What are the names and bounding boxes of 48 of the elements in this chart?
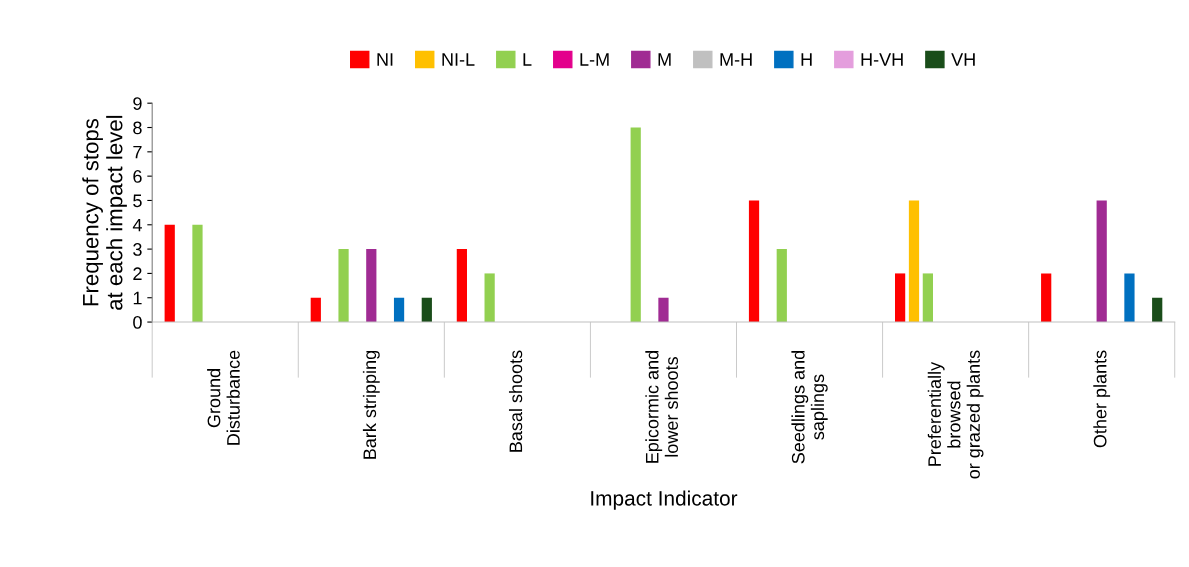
x-tick-label: Ground Disturbance <box>207 350 240 445</box>
y-tick-label: 3 <box>133 243 142 256</box>
bar <box>1152 297 1163 323</box>
y-tick-label: 9 <box>133 97 142 110</box>
y-tick-label: 1 <box>133 291 142 305</box>
bar <box>1096 200 1107 323</box>
y-tick-label: 7 <box>133 145 142 159</box>
bar <box>776 249 787 323</box>
legend-label: M-H <box>720 53 752 66</box>
y-tick-label: 4 <box>132 218 142 232</box>
x-tick-label: Epicormic and lower shoots <box>645 350 679 463</box>
bar <box>908 200 920 323</box>
legend-label: M <box>658 53 671 66</box>
bar <box>630 127 641 323</box>
legend-label: NI-L <box>442 53 475 66</box>
x-tick-label: Preferentially browsed or grazed plants <box>927 350 984 479</box>
bar <box>310 297 321 323</box>
y-tick-label: 6 <box>133 170 142 183</box>
x-tick-label: Seedlings and saplings <box>791 350 828 464</box>
legend-label: H-VH <box>861 53 903 66</box>
bar <box>164 224 175 323</box>
bar <box>366 249 377 323</box>
bar <box>338 249 349 323</box>
x-tick-label: Basal shoots <box>508 350 523 452</box>
bar <box>894 273 906 323</box>
bar <box>421 297 432 323</box>
legend-label: L-M <box>580 53 609 66</box>
legend-label: VH <box>951 53 975 66</box>
y-tick-label: 5 <box>133 194 142 208</box>
legend-label: H <box>801 53 812 66</box>
x-tick-label: Other plants <box>1093 350 1111 448</box>
y-tick-label: 8 <box>133 121 142 135</box>
bar <box>192 224 203 323</box>
bar <box>748 200 760 323</box>
legend-label: L <box>523 53 532 66</box>
bar <box>393 297 405 323</box>
x-tick-label: Bark stripping <box>362 350 380 459</box>
y-tick-label: 2 <box>133 267 142 280</box>
y-tick-label: 0 <box>133 315 142 329</box>
bar <box>922 273 933 323</box>
legend-label: NI <box>377 53 393 66</box>
bar <box>456 249 467 323</box>
y-axis-title: Frequency of stops at each impact level <box>82 115 127 310</box>
bar <box>1124 273 1135 323</box>
x-axis-title: Impact Indicator <box>591 490 738 510</box>
bar <box>484 273 495 323</box>
bar <box>1041 273 1052 323</box>
bar <box>658 297 669 323</box>
